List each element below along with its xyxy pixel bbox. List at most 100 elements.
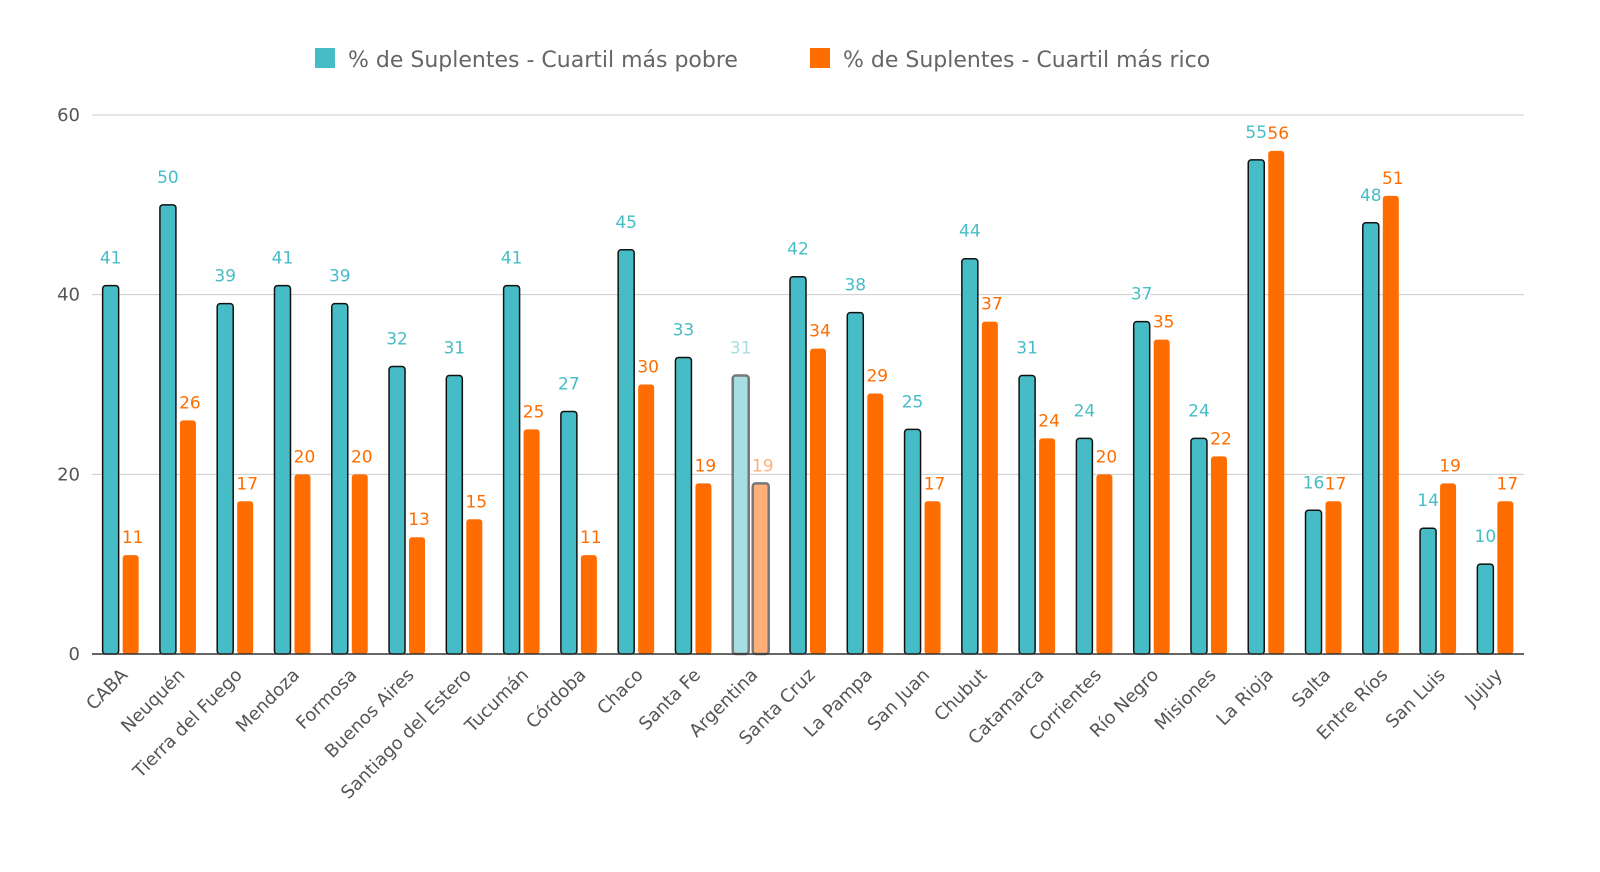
bar-poor-12 [789,275,807,655]
data-label-poor: 41 [501,249,523,269]
data-label-poor: 39 [329,267,351,287]
y-tick-label: 60 [57,105,80,126]
data-label-rich: 11 [122,528,144,548]
bar-rich-1 [179,420,196,654]
data-label-rich: 20 [1096,447,1118,467]
bar-rich-22 [1382,195,1399,654]
bar-rich-21 [1325,501,1342,654]
data-label-poor: 31 [730,339,752,359]
bar-rich-18 [1153,339,1170,654]
bar-rich-0 [122,555,139,654]
data-label-rich: 19 [752,456,774,476]
bar-rich-3 [294,474,311,654]
data-label-rich: 51 [1382,169,1404,189]
data-label-rich: 35 [1153,313,1175,333]
data-label-rich: 30 [637,358,659,378]
bar-poor-3 [273,284,292,655]
bar-poor-13 [846,311,865,655]
data-label-poor: 33 [673,321,695,341]
y-tick-label: 0 [69,644,80,665]
bar-rich-19 [1210,456,1227,654]
data-label-poor: 24 [1188,401,1210,421]
bar-rich-6 [466,519,483,654]
bar-poor-2 [216,302,234,655]
x-tick-label: Mendoza [232,665,304,737]
bar-poor-10 [674,356,693,655]
bar-poor-7 [502,284,521,655]
bar-rich-14 [924,501,941,654]
bar-rich-15 [981,321,998,654]
legend-swatch-rich [810,48,830,68]
data-label-rich: 24 [1038,411,1060,431]
bar-rich-23 [1440,483,1457,654]
bar-rich-11 [751,482,770,656]
bar-rich-5 [409,537,426,654]
bar-poor-19 [1190,437,1208,655]
bar-poor-21 [1304,509,1323,655]
data-label-rich: 17 [1325,474,1347,494]
bar-rich-2 [237,501,254,654]
data-label-rich: 56 [1267,124,1289,144]
bar-rich-13 [867,393,884,654]
bar-poor-8 [560,410,578,655]
data-label-poor: 48 [1360,186,1382,206]
data-label-poor: 38 [844,276,866,296]
bar-rich-7 [523,429,540,654]
y-tick-label: 20 [57,464,80,485]
bar-poor-14 [903,428,922,655]
x-tick-label: San Juan [864,665,935,736]
bar-rich-12 [810,348,826,654]
bar-poor-18 [1132,320,1151,655]
data-label-rich: 17 [236,474,258,494]
data-label-poor: 37 [1131,285,1153,305]
data-label-rich: 25 [523,402,545,422]
bar-poor-23 [1419,527,1437,655]
x-tick-label: Salta [1288,665,1335,712]
x-tick-label: Chaco [593,665,647,719]
bar-rich-24 [1497,501,1514,654]
x-tick-label: CABA [82,664,132,714]
data-label-rich: 11 [580,528,602,548]
bar-rich-10 [695,483,712,654]
bar-poor-1 [159,204,177,655]
data-label-rich: 29 [866,366,888,386]
bar-rich-17 [1096,474,1113,654]
bar-rich-4 [351,474,368,654]
data-label-rich: 19 [695,456,717,476]
data-label-poor: 24 [1074,401,1096,421]
bar-rich-20 [1268,150,1285,654]
legend: % de Suplentes - Cuartil más pobre % de … [315,48,1210,73]
data-label-poor: 41 [272,249,294,269]
data-label-rich: 17 [924,474,946,494]
data-label-rich: 22 [1210,429,1232,449]
data-label-poor: 55 [1245,123,1267,143]
legend-swatch-poor [315,48,335,68]
bar-poor-6 [445,374,464,655]
data-label-rich: 15 [465,492,487,512]
data-label-rich: 34 [809,322,831,342]
bar-poor-9 [617,249,635,655]
data-label-rich: 26 [179,393,201,413]
data-label-poor: 27 [558,374,580,394]
bar-poor-16 [1018,374,1036,655]
x-tick-label: San Luis [1382,665,1450,733]
data-label-poor: 32 [386,330,408,350]
data-label-poor: 45 [615,213,637,233]
bar-poor-5 [388,365,406,655]
bar-poor-20 [1247,159,1265,655]
data-label-poor: 41 [100,249,122,269]
legend-label-poor: % de Suplentes - Cuartil más pobre [348,48,738,73]
data-label-rich: 13 [408,510,430,530]
x-tick-label: Tierra del Fuego [128,665,246,783]
legend-label-rich: % de Suplentes - Cuartil más rico [843,48,1210,73]
data-label-rich: 20 [351,447,373,467]
bar-poor-24 [1476,563,1495,655]
data-label-poor: 16 [1303,473,1325,493]
data-label-poor: 25 [902,392,924,412]
data-labels: 41 11 50 26 39 17 41 20 39 20 32 13 31 15 41 25 27 11 45 30… [98,121,1519,549]
bar-rich-9 [638,384,655,654]
x-tick-label: Córdoba [522,665,590,733]
bar-rich-16 [1039,438,1056,654]
bar-poor-22 [1362,222,1380,655]
